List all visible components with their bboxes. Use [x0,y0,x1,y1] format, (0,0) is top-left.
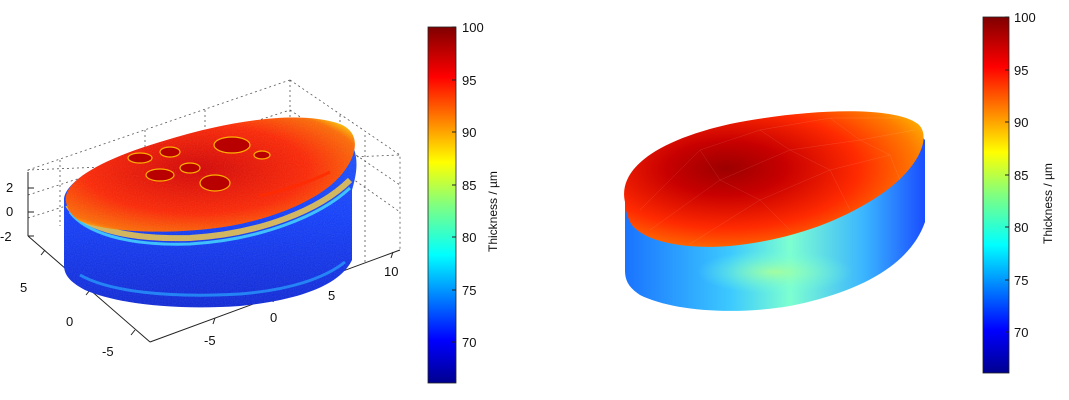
surface-marks [127,136,271,192]
colorbar-right: 100 95 90 85 80 75 70 Thickness / µm [982,10,1055,374]
x-tick-label: 5 [328,288,335,303]
y-tick-label: 5 [20,280,27,295]
colorbar-tick: 70 [462,335,476,350]
colorbar-tick: 90 [1014,115,1028,130]
model-thickness-surface [624,111,925,311]
x-tick-label: 10 [384,264,398,279]
colorbar-tick: 75 [462,283,476,298]
colorbar-gradient [982,16,1010,374]
colorbar-left: 100 95 90 85 80 75 70 Thickness / µm [427,20,500,384]
right-panel: 100 95 90 85 80 75 70 Thickness / µm [624,10,1055,374]
colorbar-tick: 90 [462,125,476,140]
surface-top [624,111,924,247]
colorbar-gradient [427,26,457,384]
colorbar-tick: 100 [462,20,484,35]
colorbar-label: Thickness / µm [1041,163,1055,244]
colorbar-tick: 80 [1014,220,1028,235]
colorbar-tick: 95 [462,73,476,88]
measured-thickness-surface [64,117,357,308]
colorbar-tick: 85 [462,178,476,193]
colorbar-tick: 70 [1014,325,1028,340]
z-tick-label: 2 [6,180,13,195]
colorbar-label: Thickness / µm [486,171,500,252]
colorbar-tick: 75 [1014,273,1028,288]
x-tick-label: -5 [204,333,216,348]
colorbar-tick: 85 [1014,168,1028,183]
colorbar-tick: 80 [462,230,476,245]
colorbar-tick: 95 [1014,63,1028,78]
y-tick-label: 0 [66,314,73,329]
colorbar-tick: 100 [1014,10,1036,25]
x-tick-label: 0 [270,310,277,325]
y-tick-label: -5 [102,344,114,359]
z-tick-label: -2 [0,229,12,244]
z-tick-label: 0 [6,204,13,219]
left-panel: 2 0 -2 5 0 -5 -5 0 5 10 [0,20,500,384]
